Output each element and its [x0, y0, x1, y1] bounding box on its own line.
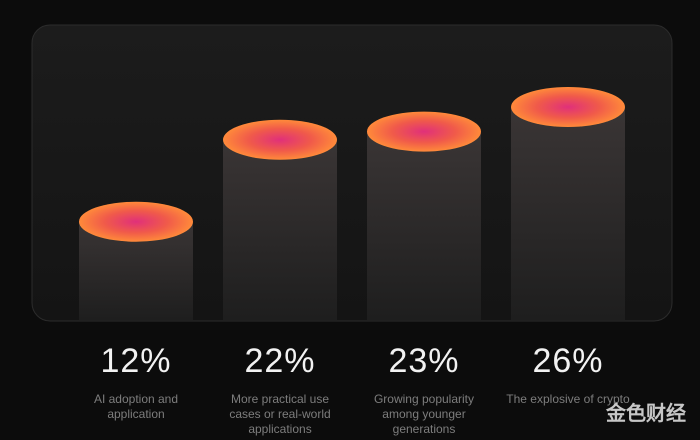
cylinder-top — [367, 111, 481, 152]
watermark: 金色财经 — [606, 403, 686, 425]
cylinder-body — [511, 107, 625, 320]
category-label: The explosive of crypto — [506, 392, 630, 406]
cylinder-top — [79, 201, 193, 242]
value-label: 23% — [388, 342, 460, 380]
value-label: 22% — [244, 342, 316, 380]
cylinder-top — [511, 87, 625, 127]
value-label: 12% — [100, 342, 172, 380]
value-label: 26% — [532, 342, 604, 380]
category-label: Growing popularity among younger generat… — [373, 392, 475, 436]
category-label: AI adoption and application — [93, 392, 179, 421]
cylinder-body — [367, 131, 481, 320]
category-label: More practical use cases or real-world a… — [229, 392, 331, 436]
cylinder-top — [223, 119, 337, 160]
cylinder-body — [223, 139, 337, 320]
